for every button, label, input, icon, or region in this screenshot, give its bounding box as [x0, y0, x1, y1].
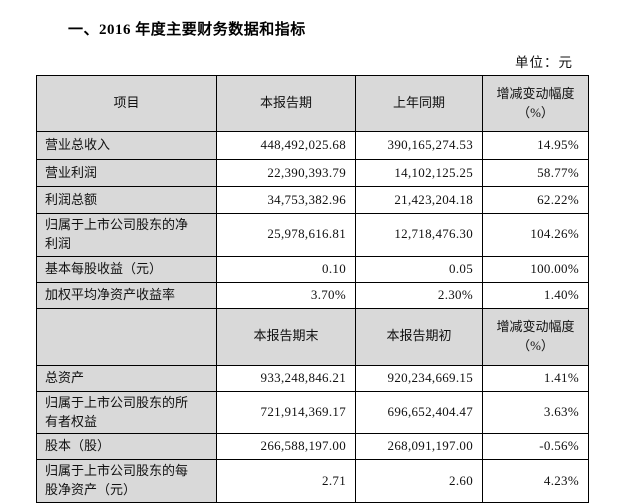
value-change: -0.56% — [482, 433, 589, 461]
value-change: 3.63% — [482, 390, 589, 435]
unit-label: 单位：元 — [515, 55, 573, 70]
value-change: 104.26% — [482, 213, 589, 257]
value-change: 4.23% — [482, 459, 589, 503]
value-prior: 920,234,669.15 — [355, 364, 483, 392]
table-header-row-balance: 本报告期末 本报告期初 增减变动幅度（%） — [36, 307, 589, 366]
value-current: 266,588,197.00 — [216, 433, 356, 461]
value-change: 1.41% — [482, 364, 589, 392]
value-current: 2.71 — [216, 459, 356, 503]
table-row: 股本（股） 266,588,197.00 268,091,197.00 -0.5… — [36, 433, 589, 461]
value-change: 100.00% — [482, 255, 589, 283]
value-change: 1.40% — [482, 281, 589, 309]
header-cell-period-end: 本报告期末 — [216, 307, 356, 366]
row-label: 营业利润 — [36, 159, 217, 187]
row-label: 基本每股收益（元） — [36, 255, 217, 283]
header-cell-change-pct: 增减变动幅度（%） — [482, 307, 589, 366]
value-prior: 390,165,274.53 — [355, 131, 483, 160]
value-change: 58.77% — [482, 159, 589, 187]
value-current: 933,248,846.21 — [216, 364, 356, 392]
row-label: 营业总收入 — [36, 131, 217, 160]
row-label: 加权平均净资产收益率 — [36, 281, 217, 309]
header-cell-prior-period: 上年同期 — [355, 75, 483, 132]
page-title: 一、2016 年度主要财务数据和指标 — [68, 22, 306, 38]
header-cell-current-period: 本报告期 — [216, 75, 356, 132]
value-prior: 0.05 — [355, 255, 483, 283]
value-prior: 12,718,476.30 — [355, 213, 483, 257]
row-label: 股本（股） — [36, 433, 217, 461]
table-row: 加权平均净资产收益率 3.70% 2.30% 1.40% — [36, 281, 589, 309]
header-cell-empty — [36, 307, 217, 366]
row-label: 归属于上市公司股东的净利润 — [36, 213, 217, 257]
table-row: 归属于上市公司股东的所有者权益 721,914,369.17 696,652,4… — [36, 390, 589, 435]
header-cell-item: 项目 — [36, 75, 217, 132]
table-row: 利润总额 34,753,382.96 21,423,204.18 62.22% — [36, 186, 589, 214]
table-header-row-period: 项目 本报告期 上年同期 增减变动幅度（%） — [36, 75, 589, 132]
value-current: 25,978,616.81 — [216, 213, 356, 257]
financial-table: 项目 本报告期 上年同期 增减变动幅度（%） 营业总收入 448,492,025… — [36, 75, 589, 503]
value-change: 14.95% — [482, 131, 589, 160]
value-prior: 2.30% — [355, 281, 483, 309]
row-label: 归属于上市公司股东的每股净资产（元） — [36, 459, 217, 503]
header-cell-period-begin: 本报告期初 — [355, 307, 483, 366]
header-cell-change-pct: 增减变动幅度（%） — [482, 75, 589, 132]
row-label: 利润总额 — [36, 186, 217, 214]
value-prior: 14,102,125.25 — [355, 159, 483, 187]
table-row: 营业利润 22,390,393.79 14,102,125.25 58.77% — [36, 159, 589, 187]
value-prior: 268,091,197.00 — [355, 433, 483, 461]
table-row: 归属于上市公司股东的每股净资产（元） 2.71 2.60 4.23% — [36, 459, 589, 503]
value-current: 721,914,369.17 — [216, 390, 356, 435]
table-row: 基本每股收益（元） 0.10 0.05 100.00% — [36, 255, 589, 283]
value-current: 0.10 — [216, 255, 356, 283]
value-prior: 2.60 — [355, 459, 483, 503]
value-prior: 21,423,204.18 — [355, 186, 483, 214]
value-current: 22,390,393.79 — [216, 159, 356, 187]
table-row: 总资产 933,248,846.21 920,234,669.15 1.41% — [36, 364, 589, 392]
value-current: 448,492,025.68 — [216, 131, 356, 160]
value-current: 3.70% — [216, 281, 356, 309]
value-current: 34,753,382.96 — [216, 186, 356, 214]
table-row: 营业总收入 448,492,025.68 390,165,274.53 14.9… — [36, 131, 589, 160]
row-label: 归属于上市公司股东的所有者权益 — [36, 390, 217, 435]
table-row: 归属于上市公司股东的净利润 25,978,616.81 12,718,476.3… — [36, 213, 589, 257]
value-prior: 696,652,404.47 — [355, 390, 483, 435]
row-label: 总资产 — [36, 364, 217, 392]
value-change: 62.22% — [482, 186, 589, 214]
